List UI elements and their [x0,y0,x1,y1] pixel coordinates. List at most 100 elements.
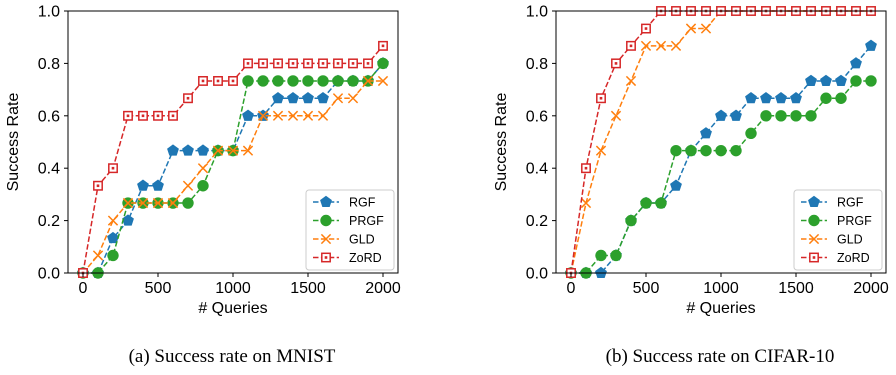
data-point-gld [317,110,329,121]
data-point-zord-center [126,114,130,118]
data-point-zord-center [629,44,633,48]
data-point-gld [167,197,179,209]
plot-area [77,40,389,279]
data-point-prgf [835,92,847,104]
data-point-prgf [715,144,727,157]
series-zord [78,40,388,278]
data-point-gld [272,110,284,121]
legend-box [793,189,883,271]
data-point-prgf [332,75,344,87]
data-point-gld [595,145,607,156]
data-point-prgf [685,144,697,157]
data-point-gld [302,110,314,121]
data-point-rgf [790,92,802,104]
data-point-rgf [670,179,682,191]
data-point-prgf [730,144,742,157]
data-point-rgf [835,74,847,86]
legend-item-gld: GLD [313,233,375,247]
legend-marker [808,195,820,208]
legend-marker [808,214,820,227]
legend-label: RGF [349,196,376,210]
data-point-zord-center [246,62,250,65]
data-point-prgf [790,110,802,122]
data-point-gld [137,197,149,209]
y-tick-label: 1.0 [526,4,548,21]
data-point-rgf [122,214,134,226]
legend-label: RGF [837,196,864,210]
data-point-zord-center [111,166,115,170]
data-point-rgf [287,92,299,104]
data-point-zord-center [614,62,618,65]
data-point-gld [347,93,359,104]
data-point-rgf [700,127,712,139]
data-point-rgf [745,92,757,104]
legend-label: ZoRD [837,251,870,265]
data-point-rgf [820,74,832,86]
legend-item-rgf: RGF [313,196,376,210]
legend-item-gld: GLD [801,233,863,247]
data-point-prgf [805,110,817,122]
data-point-prgf [640,197,652,209]
data-point-gld [685,23,697,34]
data-point-rgf [107,231,119,244]
legend-item-prgf: PRGF [313,214,384,228]
data-point-prgf [595,249,607,262]
data-point-rgf [775,92,787,104]
data-point-zord-center [96,184,100,188]
legend-marker [320,233,332,245]
x-axis-label: # Queries [686,300,755,317]
data-point-rgf [242,109,254,121]
data-point-prgf [197,180,209,192]
data-point-prgf [700,144,712,157]
data-point-prgf [775,110,787,122]
data-point-prgf [272,75,284,87]
x-axis-label: # Queries [198,300,267,317]
x-tick-label: 500 [633,280,660,297]
data-point-rgf [197,144,209,156]
data-point-gld [332,93,344,104]
data-point-zord-center [644,27,648,30]
data-point-zord-center [321,62,325,65]
data-point-zord-center [216,79,220,83]
data-point-prgf [317,75,329,87]
data-point-gld [227,145,239,156]
data-point-rgf [715,109,727,121]
y-tick-label: 0.0 [38,266,60,283]
data-point-rgf [760,92,772,104]
data-point-gld [152,197,164,209]
series-line-gld [82,80,383,274]
data-point-rgf [302,92,314,104]
y-axis-label: Success Rate [493,93,510,192]
x-tick-label: 2000 [853,280,889,297]
data-point-gld [122,197,134,209]
data-point-zord-center [351,62,355,65]
y-tick-label: 1.0 [38,4,60,21]
data-point-gld [670,40,682,51]
data-point-gld [700,23,712,34]
data-point-zord-center [306,62,310,65]
legend-label: PRGF [349,214,384,228]
data-point-prgf [670,144,682,157]
data-point-prgf [347,75,359,87]
legend-marker-center [324,256,328,259]
data-point-gld [92,250,104,261]
data-point-rgf [272,92,284,104]
data-point-prgf [655,197,667,209]
data-point-gld [182,180,194,191]
data-point-prgf [820,92,832,104]
data-point-zord-center [261,62,265,65]
chart-panel-2: 0 500 1000 1500 2000 0.0 0.2 0.4 0.6 0.8 1.0 # Quer… [493,4,889,368]
data-point-zord-center [599,96,603,100]
data-point-rgf [730,109,742,121]
data-point-zord-center [231,79,235,83]
x-tick-label: 1500 [778,280,814,297]
data-point-zord-center [186,96,190,100]
x-tick-label: 1000 [703,280,739,297]
data-point-zord-center [336,62,340,65]
data-point-prgf [242,75,254,87]
data-point-prgf [625,214,637,227]
y-tick-label: 0.6 [38,108,60,125]
legend: RGF PRGF GLD ZoRD [793,189,883,271]
x-tick-label: 2000 [365,280,401,297]
data-point-prgf [377,57,389,70]
